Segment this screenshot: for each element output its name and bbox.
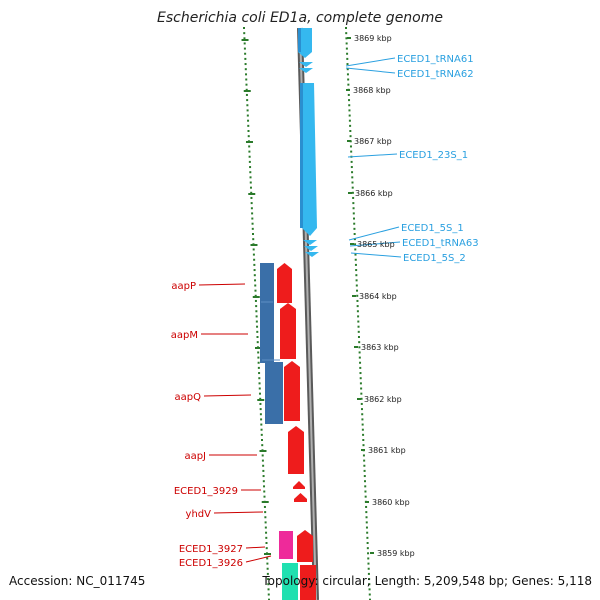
5s-1-chevron xyxy=(303,240,317,245)
gene-label: ECED1_3926 xyxy=(179,558,243,569)
bar-shade xyxy=(298,28,301,52)
ruler-label: 3860 kbp xyxy=(372,498,410,507)
gene-aapJ xyxy=(288,426,304,474)
ruler-label: 3865 kbp xyxy=(357,240,395,249)
gene-aapM xyxy=(280,303,296,359)
operon-block-lower xyxy=(265,362,283,424)
gene-label: aapQ xyxy=(175,392,202,403)
rna-label: ECED1_tRNA61 xyxy=(397,54,474,65)
gene-bottom-red xyxy=(300,565,316,600)
gene-leader xyxy=(203,394,252,397)
accession-text: Accession: NC_011745 xyxy=(9,574,146,588)
rna-label: ECED1_23S_1 xyxy=(399,150,468,161)
feature-teal xyxy=(282,563,298,600)
ruler-label: 3869 kbp xyxy=(354,34,392,43)
gene-label: aapJ xyxy=(184,451,206,462)
tick-column-left xyxy=(241,27,271,600)
gene-ECED1_3926 xyxy=(297,530,313,562)
topology-summary: Topology: circular; Length: 5,209,548 bp… xyxy=(262,574,592,588)
ruler-label: 3863 kbp xyxy=(361,343,399,352)
gene-label: ECED1_3929 xyxy=(174,486,238,497)
gene-leader xyxy=(245,546,266,549)
rna-label: ECED1_tRNA62 xyxy=(397,69,474,80)
rna-leader xyxy=(345,57,396,67)
gene-label: aapM xyxy=(171,330,198,341)
gene-yhdV xyxy=(294,493,307,502)
rna-label: ECED1_5S_1 xyxy=(401,223,464,234)
ruler-label: 3864 kbp xyxy=(359,292,397,301)
operon-block-upper xyxy=(260,263,274,363)
gene-label: yhdV xyxy=(186,509,212,520)
rrna-23s-arrow xyxy=(300,83,317,236)
feature-ECED1_3927 xyxy=(279,531,293,559)
tick-marks xyxy=(241,27,374,600)
rna-leader xyxy=(349,241,401,247)
label-leaders xyxy=(198,57,402,563)
rna-leader xyxy=(345,67,396,74)
ruler-label: 3867 kbp xyxy=(354,137,392,146)
rna-label: ECED1_5S_2 xyxy=(403,253,466,264)
map-title: Escherichia coli ED1a, complete genome xyxy=(157,10,443,26)
ruler-label: 3861 kbp xyxy=(368,446,406,455)
ruler-label: 3866 kbp xyxy=(355,189,393,198)
ruler-label: 3859 kbp xyxy=(377,549,415,558)
bar-shade xyxy=(300,83,303,228)
gene-aapQ xyxy=(284,361,300,421)
rna-leader xyxy=(348,226,400,241)
5s-2-chevron xyxy=(305,252,319,257)
ruler-label: 3868 kbp xyxy=(353,86,391,95)
gene-label: aapP xyxy=(171,281,196,292)
trna61-chevron xyxy=(299,62,313,67)
gene-leader xyxy=(213,511,264,514)
rna-label: ECED1_tRNA63 xyxy=(402,238,479,249)
gene-aapP xyxy=(277,263,292,303)
rna-leader xyxy=(350,252,402,258)
gene-leader xyxy=(245,555,272,563)
gene-label: ECED1_3927 xyxy=(179,544,243,555)
rna-leader xyxy=(347,153,398,158)
feature-track xyxy=(260,28,319,600)
rrna-16s-arrow xyxy=(298,28,312,58)
feature-labels: 3869 kbp 3868 kbp 3867 kbp 3866 kbp 3865 kbp… xyxy=(171,34,479,569)
trna63-chevron xyxy=(304,246,318,251)
ruler-label: 3862 kbp xyxy=(364,395,402,404)
tick-column-right xyxy=(345,27,371,600)
trna62-chevron xyxy=(299,68,313,73)
gene-ECED1_3929 xyxy=(293,481,305,489)
gene-leader xyxy=(198,283,246,286)
